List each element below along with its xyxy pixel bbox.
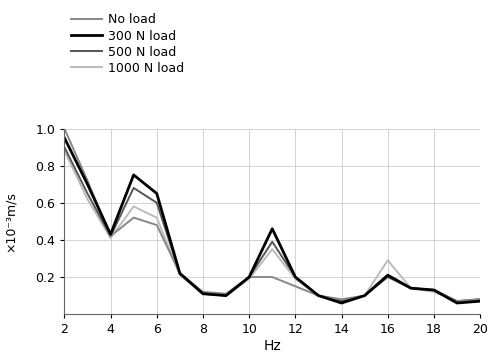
No load [385,273,391,277]
1000 N load [85,197,91,201]
Line: No load: No load [64,129,480,301]
1000 N load [293,277,298,281]
300 N load [177,271,183,276]
1000 N load [477,297,483,301]
500 N load [154,201,160,205]
500 N load [246,275,252,279]
1000 N load [61,149,67,153]
1000 N load [408,286,414,290]
No load [85,178,91,183]
300 N load [107,232,113,236]
300 N load [200,292,206,296]
No load [154,223,160,227]
300 N load [154,191,160,196]
No load [177,271,183,276]
1000 N load [339,299,345,303]
500 N load [315,293,321,298]
No load [362,293,368,298]
No load [269,275,275,279]
500 N load [339,299,345,303]
300 N load [339,301,345,305]
1000 N load [177,273,183,277]
No load [315,293,321,298]
300 N load [454,301,460,305]
300 N load [385,273,391,277]
Legend: No load, 300 N load, 500 N load, 1000 N load: No load, 300 N load, 500 N load, 1000 N … [71,14,184,75]
300 N load [293,275,298,279]
1000 N load [107,236,113,240]
No load [223,292,229,296]
300 N load [477,299,483,303]
No load [246,275,252,279]
300 N load [362,293,368,298]
1000 N load [362,293,368,298]
No load [477,297,483,301]
1000 N load [431,290,437,294]
300 N load [61,136,67,140]
300 N load [85,182,91,186]
1000 N load [385,258,391,262]
Line: 300 N load: 300 N load [64,138,480,303]
500 N load [408,286,414,290]
300 N load [246,275,252,279]
Text: ×10⁻³m/s: ×10⁻³m/s [3,191,16,252]
500 N load [431,288,437,292]
1000 N load [454,299,460,303]
No load [408,286,414,290]
No load [339,297,345,301]
500 N load [200,292,206,296]
500 N load [177,271,183,276]
300 N load [223,293,229,298]
1000 N load [154,216,160,220]
500 N load [269,240,275,244]
No load [454,299,460,303]
300 N load [131,173,137,177]
1000 N load [223,293,229,298]
1000 N load [246,277,252,281]
500 N load [85,191,91,196]
1000 N load [269,247,275,251]
1000 N load [315,293,321,298]
500 N load [454,299,460,303]
300 N load [269,227,275,231]
300 N load [315,293,321,298]
No load [293,284,298,288]
No load [200,290,206,294]
1000 N load [131,204,137,208]
300 N load [408,286,414,290]
500 N load [293,275,298,279]
500 N load [385,275,391,279]
No load [131,216,137,220]
No load [107,234,113,238]
500 N load [131,186,137,190]
500 N load [477,297,483,301]
500 N load [107,234,113,238]
Line: 500 N load: 500 N load [64,147,480,301]
300 N load [431,288,437,292]
X-axis label: Hz: Hz [263,339,281,353]
No load [61,126,67,131]
500 N load [61,145,67,149]
500 N load [362,293,368,298]
Line: 1000 N load: 1000 N load [64,151,480,301]
No load [431,288,437,292]
1000 N load [200,292,206,296]
500 N load [223,293,229,298]
